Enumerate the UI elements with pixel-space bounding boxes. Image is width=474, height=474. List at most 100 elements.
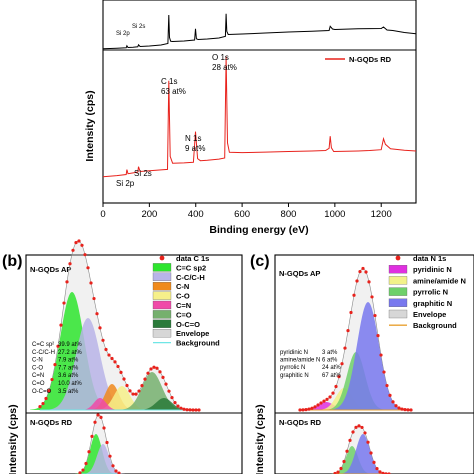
panel-b-frame	[25, 254, 243, 474]
legend-label-8: Envelope	[176, 329, 209, 338]
c-ap-data-point	[322, 399, 326, 403]
c-ap-data-point	[334, 384, 338, 389]
b-ap-data-point	[161, 375, 165, 379]
legend-swatch-8	[152, 329, 172, 338]
c-ap-data-point	[301, 408, 305, 412]
b-ap-data-point	[80, 243, 84, 247]
b-ap-data-point	[71, 248, 75, 252]
b-ap-peak-c-c-c-h	[30, 318, 215, 410]
legend-swatch-n-2	[388, 276, 408, 285]
b-ap-data-point	[131, 392, 135, 396]
b-ap-data-point	[41, 401, 45, 406]
n-composition-label-2: pyrrolic N	[280, 365, 305, 371]
b-ap-data-point	[56, 344, 60, 348]
composition-value-2: 7.9 at%	[58, 358, 79, 364]
b-rd-data-point	[99, 415, 103, 419]
b-rd-data-point	[114, 469, 118, 473]
b-ap-data-point	[44, 396, 48, 401]
n-composition-value-2: 24 at%	[322, 365, 341, 371]
panel-a-x-ticks: 0 200 400 600 800 1000 1200	[100, 203, 392, 220]
b-ap-data-point	[188, 408, 192, 412]
c-ap-data-point	[310, 406, 314, 410]
b-ap-data-point	[176, 404, 180, 408]
b-ap-data-point	[62, 301, 66, 305]
b-ap-data-point	[140, 384, 144, 388]
c-rd-data-point	[357, 424, 361, 428]
c-ap-data-point	[337, 375, 341, 379]
panel-a-y-axis-label: Intensity (cps)	[84, 90, 96, 161]
b-rd-data-point	[78, 471, 82, 474]
legend-label-n-5: Envelope	[413, 310, 446, 319]
b-ap-data-point	[173, 401, 177, 405]
b-rd-data-point	[111, 464, 115, 468]
legend-swatch-n-5	[388, 309, 408, 319]
c-ap-data-point	[364, 270, 368, 274]
b-ap-data-point	[185, 408, 189, 412]
c-ap-data-point	[346, 329, 350, 333]
c-ap-data-point	[319, 401, 323, 405]
c-ap-data-point	[388, 393, 392, 397]
x-tick-label-1000: 1000	[324, 209, 345, 220]
b-ap-data-point	[152, 365, 156, 369]
c-rd-data-point	[381, 471, 385, 474]
c-rd-data-point	[369, 451, 373, 455]
annotation-n-1s-value: 9 at%	[185, 144, 205, 153]
annotation-si-2s: Si 2s	[134, 169, 152, 178]
x-tick-label-1200: 1200	[371, 209, 392, 220]
legend-swatch-n-4	[388, 298, 408, 307]
legend-label-n-6: Background	[413, 321, 457, 330]
c-ap-data-point	[352, 293, 356, 297]
b-ap-data-point	[155, 366, 159, 370]
c-ap-data-point	[406, 408, 410, 412]
c-ap-data-point	[400, 407, 404, 411]
b-ap-data-point	[128, 389, 132, 393]
b-ap-data-point	[110, 356, 114, 361]
legend-label-3: C-N	[176, 282, 189, 291]
panel-a-frame	[102, 0, 417, 204]
c-ap-data-point	[325, 397, 329, 401]
n-composition-label-0: pyridinic N	[280, 350, 308, 356]
b-ap-data-point	[116, 364, 120, 369]
annotation-ap-si-2s: Si 2s	[132, 24, 145, 30]
panel-b-composition: C=C sp² 39.9 at%C-C/C-H 27.2 at% C-N 7.9 at%…	[32, 342, 82, 395]
legend-label-1: C=C sp2	[176, 263, 206, 272]
c-rd-data-point	[336, 470, 340, 474]
b-rd-data-point	[87, 450, 91, 454]
b-ap-data-point	[167, 389, 171, 393]
b-ap-data-point	[119, 370, 123, 374]
b-rd-data-point	[93, 420, 97, 424]
b-ap-data-point	[170, 395, 174, 400]
b-ap-data-point	[68, 262, 72, 266]
b-ap-data-point	[137, 389, 141, 393]
c-ap-data-point	[349, 310, 353, 315]
c-rd-data-point	[366, 440, 370, 444]
composition-value-4: 3.6 at%	[58, 373, 79, 379]
c-ap-data-point	[355, 279, 359, 283]
legend-label-n-1: pyridinic N	[413, 265, 452, 274]
c-rd-data-point	[372, 460, 376, 464]
n-composition-label-1: amine/amide N	[280, 358, 320, 364]
composition-label-5: C=O	[32, 381, 45, 387]
b-ap-data-point	[38, 405, 42, 409]
x-tick-label-200: 200	[141, 209, 157, 220]
b-ap-data-point	[146, 371, 150, 375]
legend-swatch-6	[152, 310, 172, 319]
b-ap-data-point	[83, 253, 87, 257]
c-ap-data-point	[379, 353, 383, 357]
legend-marker-data-c-1s	[159, 255, 165, 261]
series-line-n-gqds-ap	[102, 13, 417, 50]
b-ap-data-point	[125, 383, 129, 388]
c-ap-data-point	[298, 408, 302, 412]
series-line-n-gqds-rd	[102, 56, 417, 178]
legend-label-4: C-O	[176, 292, 190, 301]
c-rd-peak-graphitic-n	[330, 434, 395, 474]
panel-c-frame	[274, 254, 474, 474]
c-ap-data-point	[343, 346, 347, 350]
c-rd-data-point	[375, 466, 379, 471]
c-ap-peak-pyridinic-n	[290, 402, 420, 410]
panel-b-sample-rd: N-GQDs RD	[30, 418, 73, 427]
c-ap-data-point	[361, 266, 365, 271]
c-ap-data-point	[304, 408, 308, 412]
